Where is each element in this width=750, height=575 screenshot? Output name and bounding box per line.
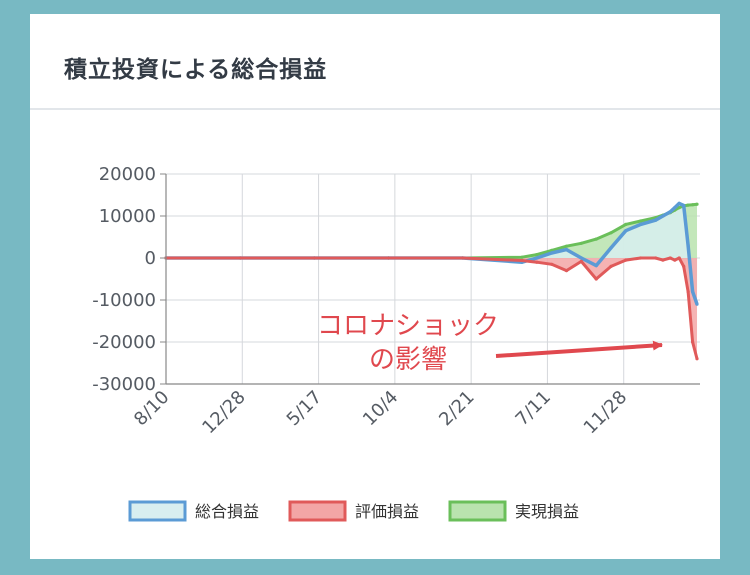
y-tick-label: -10000 <box>92 290 156 311</box>
data-point <box>594 277 598 281</box>
data-point <box>639 222 643 226</box>
x-tick-label: 10/4 <box>359 387 402 430</box>
data-point <box>661 258 665 262</box>
data-point <box>579 241 583 245</box>
data-point <box>661 214 665 218</box>
line-layer <box>164 201 699 361</box>
legend-swatch <box>128 500 187 522</box>
series-area <box>166 203 698 305</box>
data-point <box>673 206 677 210</box>
data-point <box>579 259 583 263</box>
data-point <box>686 290 690 294</box>
data-point <box>691 340 695 344</box>
card-divider <box>30 108 720 110</box>
legend-swatch <box>448 500 507 522</box>
annotation-arrow <box>495 340 663 358</box>
annotation-line-1: コロナショック <box>317 311 499 341</box>
data-point <box>564 248 569 252</box>
y-tick-label: 0 <box>145 248 156 269</box>
x-tick-label: 7/11 <box>512 387 555 430</box>
data-point <box>686 203 690 207</box>
data-point <box>653 256 658 260</box>
data-point <box>520 258 524 263</box>
data-point <box>677 256 681 260</box>
legend-label: 実現損益 <box>515 502 579 521</box>
data-point <box>639 219 643 223</box>
data-point <box>609 264 613 268</box>
data-point <box>682 264 686 268</box>
chart-card: 積立投資による総合損益 20000 10000 0 -10000 -20000 -3000… <box>30 14 720 559</box>
data-point <box>609 246 613 250</box>
data-point <box>386 256 391 260</box>
annotation-line-2: の影響 <box>369 345 447 375</box>
y-tick-label: 20000 <box>99 164 156 185</box>
legend-label: 評価損益 <box>355 502 419 521</box>
data-point <box>238 256 242 260</box>
data-point <box>695 202 699 206</box>
legend: 総合損益 評価損益 実現損益 <box>128 500 579 522</box>
series-area <box>166 258 698 359</box>
data-point <box>312 256 316 260</box>
data-point <box>668 256 672 260</box>
data-point <box>461 256 465 260</box>
data-point <box>624 222 628 226</box>
data-point <box>624 229 628 233</box>
data-point <box>535 260 539 264</box>
data-point <box>668 210 672 214</box>
data-point <box>609 231 613 235</box>
annotation: コロナショック の影響 <box>317 311 663 375</box>
legend-swatch <box>288 500 347 522</box>
y-tick-label: -30000 <box>92 374 156 395</box>
data-point <box>579 256 583 260</box>
data-point <box>639 256 643 260</box>
data-point <box>535 253 539 257</box>
series-line <box>166 256 699 360</box>
legend-label: 総合損益 <box>195 502 259 521</box>
x-tick-label: 11/28 <box>580 387 632 439</box>
y-tick-label: -20000 <box>92 332 156 353</box>
data-point <box>686 243 690 247</box>
area-layer <box>166 203 698 359</box>
data-point <box>594 264 598 268</box>
data-point <box>564 244 569 248</box>
x-tick-label: 12/28 <box>198 387 250 439</box>
data-point <box>653 218 658 222</box>
data-point <box>550 251 554 255</box>
data-point <box>594 237 598 241</box>
data-point <box>673 258 677 262</box>
data-point <box>535 256 539 260</box>
x-tick-label: 5/17 <box>283 387 326 430</box>
card-title: 積立投資による総合損益 <box>64 57 328 83</box>
data-point <box>682 203 686 208</box>
data-point <box>691 290 695 294</box>
data-point <box>677 206 681 210</box>
y-tick-label: 10000 <box>99 206 156 227</box>
data-point <box>520 255 524 259</box>
data-point <box>550 262 554 266</box>
data-point <box>691 203 695 207</box>
data-point <box>695 357 699 361</box>
data-point <box>564 269 569 273</box>
data-point <box>677 201 681 205</box>
data-point <box>624 258 628 262</box>
x-tick-label: 2/21 <box>435 387 478 430</box>
data-point <box>695 302 699 306</box>
